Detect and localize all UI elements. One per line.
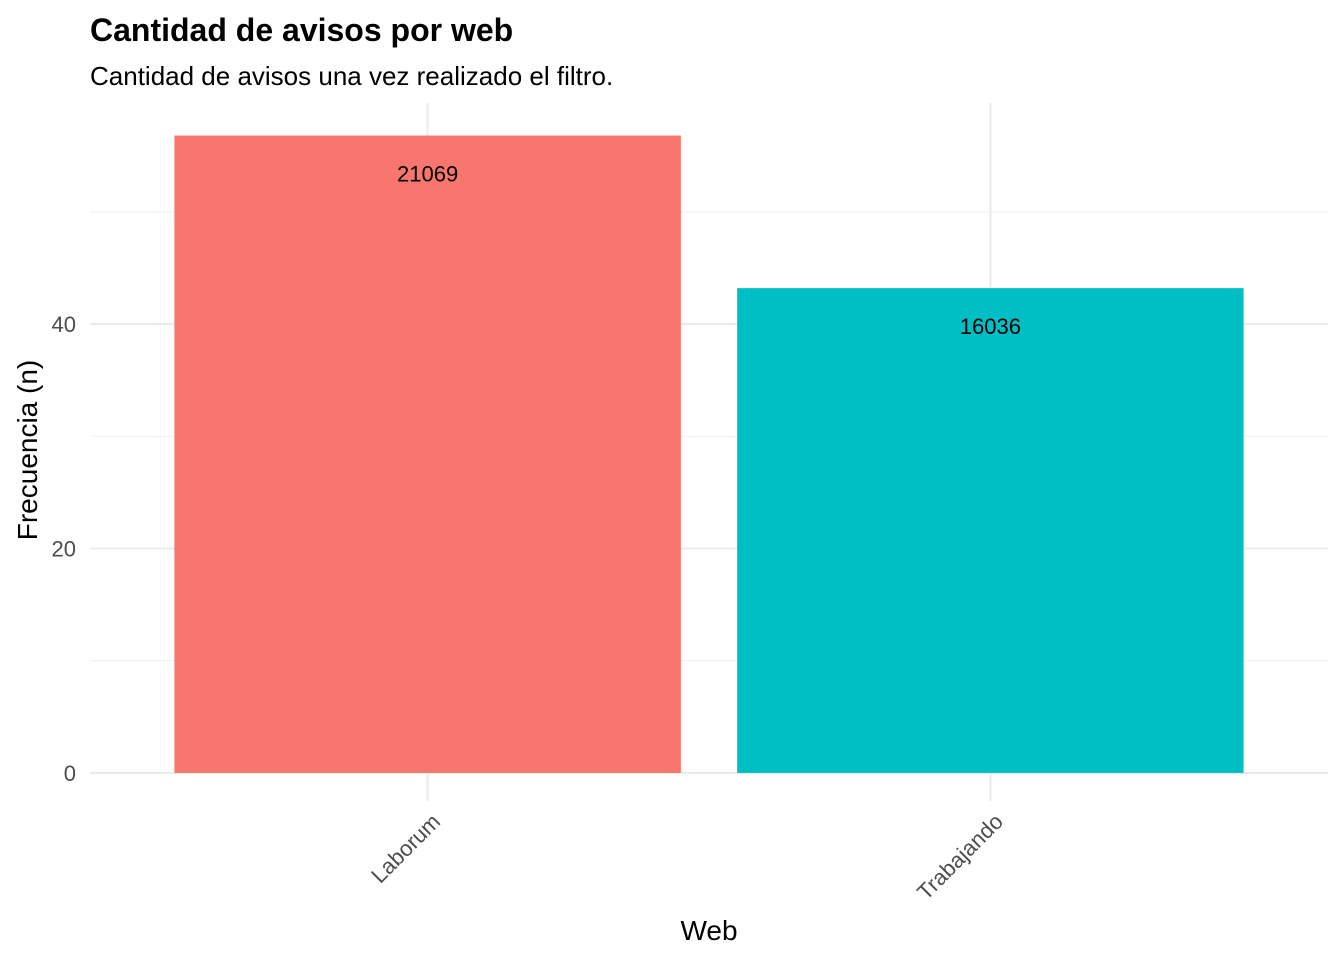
chart-title: Cantidad de avisos por web xyxy=(90,12,513,48)
x-axis-title: Web xyxy=(680,915,737,946)
y-axis-title: Frecuencia (n) xyxy=(12,360,43,541)
bar-trabajando xyxy=(737,288,1244,773)
title-group: Cantidad de avisos por web Cantidad de a… xyxy=(90,12,613,91)
bars xyxy=(174,135,1244,773)
x-axis-ticks: Laborum Trabajando xyxy=(366,809,1008,905)
chart-subtitle: Cantidad de avisos una vez realizado el … xyxy=(90,61,613,91)
data-labels: 21069 16036 xyxy=(397,162,1021,340)
data-label-laborum: 21069 xyxy=(397,162,458,187)
data-label-trabajando: 16036 xyxy=(960,314,1021,339)
x-tick-label-laborum: Laborum xyxy=(366,809,445,888)
y-tick-label: 0 xyxy=(64,761,76,786)
y-axis-ticks: 0 20 40 xyxy=(52,312,76,786)
x-tick-label-trabajando: Trabajando xyxy=(912,809,1008,905)
y-tick-label: 40 xyxy=(52,312,76,337)
y-tick-label: 20 xyxy=(52,537,76,562)
bar-laborum xyxy=(174,135,681,773)
